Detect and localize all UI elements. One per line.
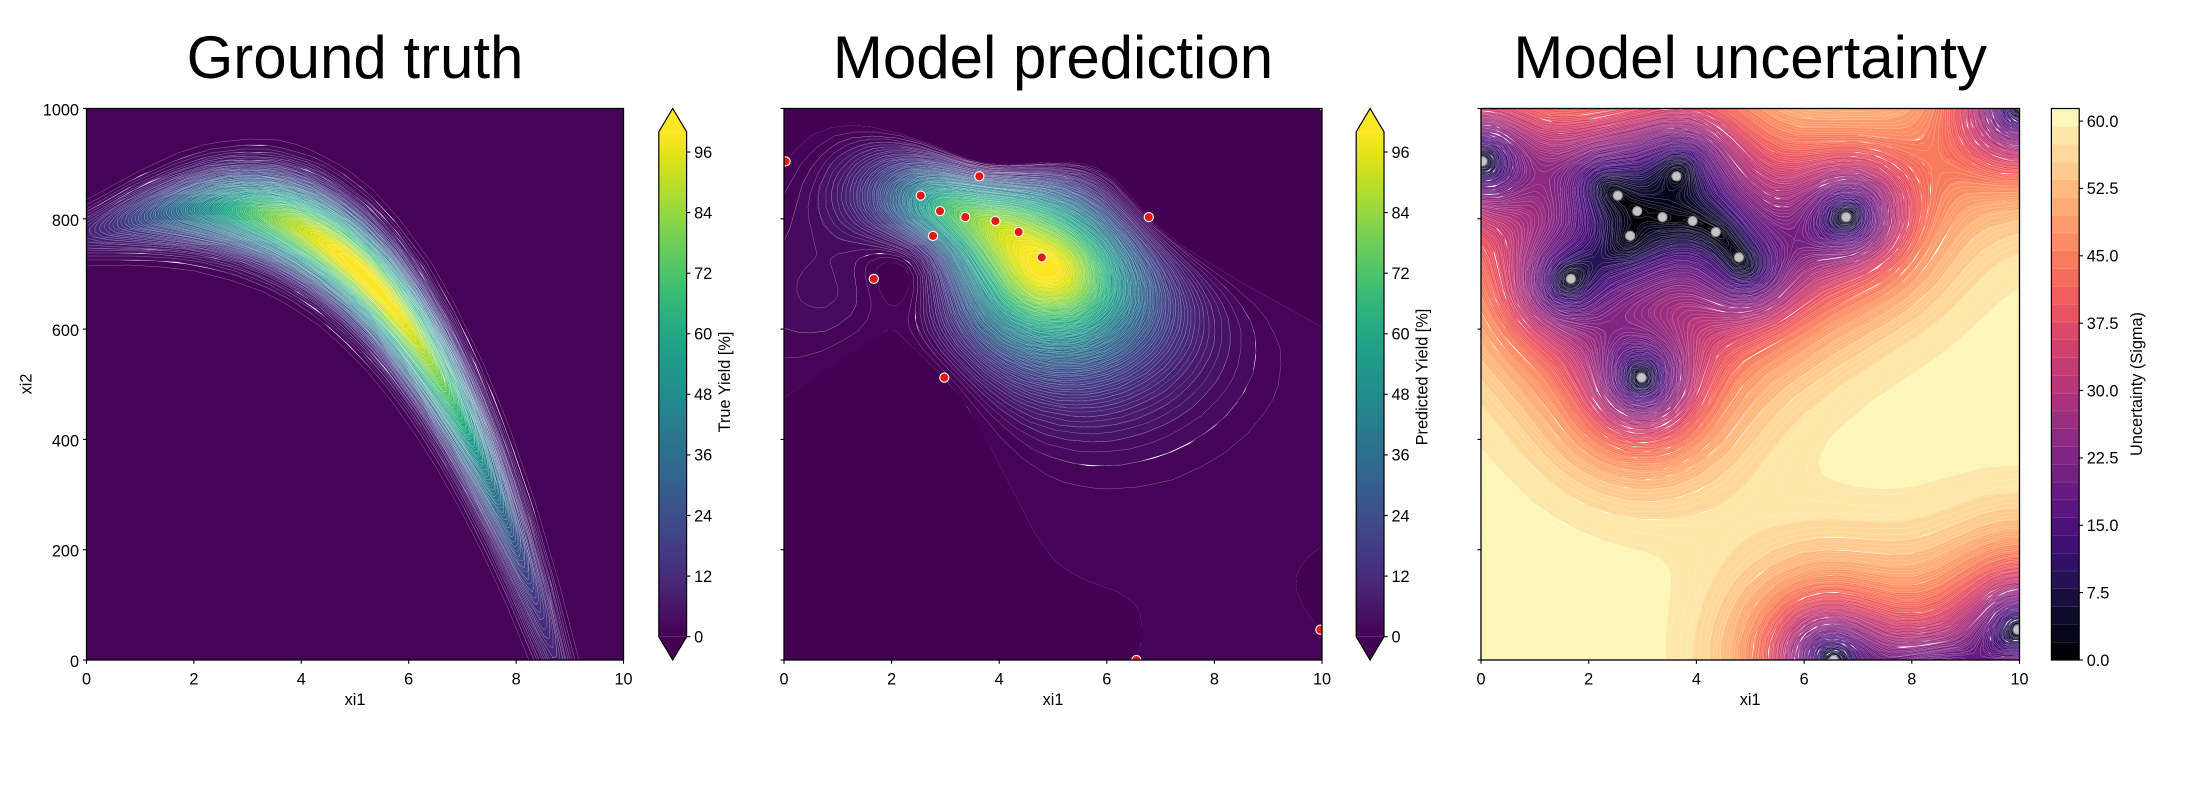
svg-text:6: 6 bbox=[1102, 671, 1111, 689]
svg-text:Predicted Yield [%]: Predicted Yield [%] bbox=[1414, 309, 1432, 446]
svg-text:2: 2 bbox=[189, 671, 198, 689]
svg-text:xi1: xi1 bbox=[1043, 691, 1064, 709]
svg-text:400: 400 bbox=[52, 432, 79, 450]
svg-text:24: 24 bbox=[1392, 507, 1410, 525]
svg-text:True Yield [%]: True Yield [%] bbox=[716, 332, 734, 433]
svg-text:Uncertainty (Sigma): Uncertainty (Sigma) bbox=[2128, 312, 2146, 456]
svg-text:0.0: 0.0 bbox=[2087, 652, 2110, 670]
svg-text:xi2: xi2 bbox=[18, 374, 36, 395]
svg-text:4: 4 bbox=[297, 671, 306, 689]
svg-text:48: 48 bbox=[1392, 386, 1410, 404]
svg-text:15.0: 15.0 bbox=[2087, 517, 2119, 535]
svg-text:xi1: xi1 bbox=[345, 691, 366, 709]
svg-text:4: 4 bbox=[995, 671, 1004, 689]
svg-text:12: 12 bbox=[694, 568, 712, 586]
svg-text:7.5: 7.5 bbox=[2087, 584, 2110, 602]
svg-text:10: 10 bbox=[614, 671, 632, 689]
svg-text:2: 2 bbox=[887, 671, 896, 689]
svg-text:30.0: 30.0 bbox=[2087, 382, 2119, 400]
svg-text:37.5: 37.5 bbox=[2087, 315, 2119, 333]
svg-text:Ground truth: Ground truth bbox=[187, 24, 524, 91]
svg-text:0: 0 bbox=[1392, 629, 1401, 647]
svg-text:60.0: 60.0 bbox=[2087, 113, 2119, 131]
svg-text:36: 36 bbox=[694, 447, 712, 465]
svg-text:48: 48 bbox=[694, 386, 712, 404]
svg-text:6: 6 bbox=[404, 671, 413, 689]
svg-text:12: 12 bbox=[1392, 568, 1410, 586]
svg-text:4: 4 bbox=[1692, 671, 1701, 689]
svg-text:800: 800 bbox=[52, 212, 79, 230]
svg-text:96: 96 bbox=[1392, 144, 1410, 162]
svg-text:72: 72 bbox=[694, 265, 712, 283]
svg-text:600: 600 bbox=[52, 322, 79, 340]
svg-text:xi1: xi1 bbox=[1740, 691, 1761, 709]
svg-text:200: 200 bbox=[52, 543, 79, 561]
svg-text:60: 60 bbox=[694, 326, 712, 344]
svg-text:Model uncertainty: Model uncertainty bbox=[1513, 24, 1987, 91]
svg-text:52.5: 52.5 bbox=[2087, 180, 2119, 198]
svg-text:8: 8 bbox=[1907, 671, 1916, 689]
svg-text:84: 84 bbox=[694, 204, 712, 222]
svg-text:0: 0 bbox=[70, 653, 79, 671]
svg-text:60: 60 bbox=[1392, 326, 1410, 344]
svg-text:22.5: 22.5 bbox=[2087, 450, 2119, 468]
svg-text:8: 8 bbox=[512, 671, 521, 689]
svg-text:0: 0 bbox=[694, 629, 703, 647]
svg-text:10: 10 bbox=[2010, 671, 2028, 689]
svg-text:72: 72 bbox=[1392, 265, 1410, 283]
svg-text:36: 36 bbox=[1392, 447, 1410, 465]
svg-text:6: 6 bbox=[1800, 671, 1809, 689]
svg-text:96: 96 bbox=[694, 144, 712, 162]
svg-text:8: 8 bbox=[1210, 671, 1219, 689]
svg-text:2: 2 bbox=[1584, 671, 1593, 689]
svg-text:Model prediction: Model prediction bbox=[833, 24, 1273, 91]
svg-text:0: 0 bbox=[779, 671, 788, 689]
svg-text:0: 0 bbox=[1476, 671, 1485, 689]
svg-text:10: 10 bbox=[1313, 671, 1331, 689]
svg-text:84: 84 bbox=[1392, 204, 1410, 222]
svg-text:0: 0 bbox=[82, 671, 91, 689]
svg-text:24: 24 bbox=[694, 507, 712, 525]
svg-text:1000: 1000 bbox=[43, 102, 79, 120]
svg-text:45.0: 45.0 bbox=[2087, 248, 2119, 266]
